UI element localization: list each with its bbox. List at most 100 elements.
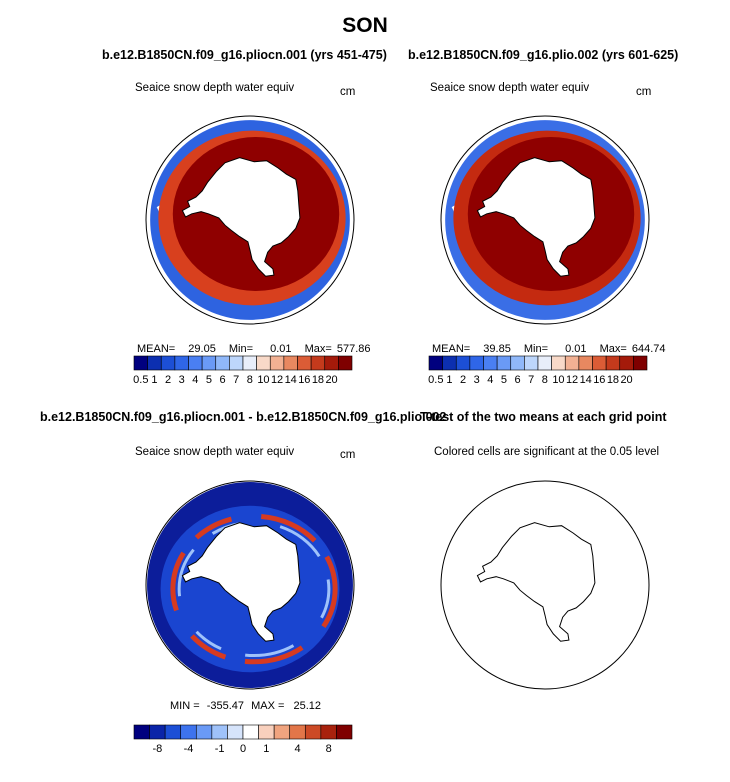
colorbar-swatch [304, 724, 322, 740]
mean-label: MEAN= [137, 343, 176, 355]
colorbar-swatch [633, 355, 648, 371]
colorbar-swatch [188, 355, 203, 371]
min-label: MIN = [170, 700, 200, 712]
colorbar-swatch [324, 355, 339, 371]
colorbar-swatch [283, 355, 298, 371]
colorbar-swatch [320, 724, 337, 740]
colorbar-swatch [551, 355, 566, 371]
colorbar-swatch [483, 355, 498, 371]
panel-2-subtitle: Seaice snow depth water equiv [430, 82, 590, 94]
map-1 [145, 115, 355, 325]
colorbar-swatch [310, 355, 326, 371]
colorbar-swatch [147, 355, 162, 371]
colorbar-label: 4 [487, 374, 493, 386]
colorbar-label: 7 [233, 374, 239, 386]
colorbar-label: 8 [542, 374, 548, 386]
colorbar-label: 16 [298, 374, 310, 386]
map-2 [440, 115, 650, 325]
max-value: 25.12 [293, 700, 322, 712]
panel-3-title: b.e12.B1850CN.f09_g16.pliocn.001 - b.e12… [40, 410, 447, 424]
colorbar-label: 1 [151, 374, 157, 386]
panel-1-title: b.e12.B1850CN.f09_g16.pliocn.001 (yrs 45… [102, 48, 387, 62]
colorbar-label: 1 [446, 374, 452, 386]
colorbar-swatch [160, 355, 176, 371]
colorbar-label: 8 [247, 374, 253, 386]
colorbar-swatch [592, 355, 607, 371]
colorbar-label: 0.5 [428, 374, 443, 386]
colorbar-swatch [605, 355, 621, 371]
max-label: Max= [599, 343, 627, 355]
mean-value: 39.85 [483, 343, 511, 355]
colorbar-label: 14 [580, 374, 592, 386]
colorbar-label: 4 [192, 374, 198, 386]
colorbar-label: 1 [263, 743, 269, 755]
colorbar-label: 6 [220, 374, 226, 386]
colorbar-swatch [428, 355, 443, 371]
colorbar-swatch [180, 724, 197, 740]
colorbar-label: -1 [215, 743, 225, 755]
colorbar-label: 10 [257, 374, 269, 386]
min-label: Min= [228, 343, 254, 355]
colorbar-swatch [455, 355, 471, 371]
colorbar-swatch [256, 355, 271, 371]
antarctica-coastline [476, 157, 596, 277]
panel-2-units: cm [636, 86, 652, 98]
colorbar-label: 8 [326, 743, 332, 755]
colorbar-label: 18 [312, 374, 324, 386]
antarctica-coastline [181, 157, 301, 277]
colorbar-swatch [442, 355, 457, 371]
colorbar-label: -4 [184, 743, 194, 755]
colorbar-swatch [273, 724, 291, 740]
colorbar-label: 0.5 [133, 374, 148, 386]
panel-2-stats: MEAN= 39.85 Min= 0.01 Max= 644.74 [432, 343, 666, 355]
max-label: Max= [304, 343, 332, 355]
min-value: 0.01 [565, 343, 587, 355]
colorbar-label: 2 [165, 374, 171, 386]
diff-transition-band [177, 520, 331, 658]
colorbar-label: 14 [285, 374, 297, 386]
colorbar-swatch [564, 355, 580, 371]
colorbar-swatch [578, 355, 593, 371]
colorbar-swatch [469, 355, 484, 371]
map-boundary-circle [440, 480, 650, 690]
mean-label: MEAN= [432, 343, 471, 355]
mean-value: 29.05 [188, 343, 216, 355]
colorbar-swatch [537, 355, 552, 371]
panel-1-units: cm [340, 86, 356, 98]
min-value: 0.01 [270, 343, 292, 355]
colorbar-label: 0 [240, 743, 246, 755]
figure-title: SON [342, 14, 388, 37]
colorbar-swatch [211, 724, 228, 740]
colorbar-swatch [496, 355, 512, 371]
map-boundary-circle [440, 115, 650, 325]
min-value: -355.47 [206, 700, 245, 712]
panel-2-title: b.e12.B1850CN.f09_g16.plio.002 (yrs 601-… [408, 48, 679, 62]
antarctica-coastline [476, 522, 596, 642]
map-4 [440, 480, 650, 690]
panel-4-subtitle: Colored cells are significant at the 0.0… [434, 446, 660, 458]
colorbar-swatch [289, 724, 306, 740]
antarctica-coastline [181, 522, 301, 642]
colorbar-label: 12 [271, 374, 283, 386]
colorbar-swatch [201, 355, 217, 371]
colorbar-swatch [229, 355, 244, 371]
colorbar-panel-1: 0.5 1 2 3 4 5 6 7 8 10 12 14 16 18 20 [133, 355, 353, 386]
colorbar-swatch [510, 355, 525, 371]
panel-1-subtitle: Seaice snow depth water equiv [135, 82, 295, 94]
colorbar-swatch [297, 355, 312, 371]
colorbar-swatch [524, 355, 539, 371]
colorbar-label: 3 [474, 374, 480, 386]
colorbar-label: 20 [325, 374, 337, 386]
colorbar-swatch [164, 724, 182, 740]
colorbar-swatch [258, 724, 275, 740]
colorbar-label: 5 [501, 374, 507, 386]
colorbar-label: 4 [294, 743, 300, 755]
colorbar-swatch [133, 724, 150, 740]
max-label: MAX = [251, 700, 285, 712]
max-value: 577.86 [336, 343, 371, 355]
map-boundary-circle [145, 480, 355, 690]
colorbar-swatch [195, 724, 213, 740]
panel-3-subtitle: Seaice snow depth water equiv [135, 446, 295, 458]
colorbar-swatch [338, 355, 353, 371]
